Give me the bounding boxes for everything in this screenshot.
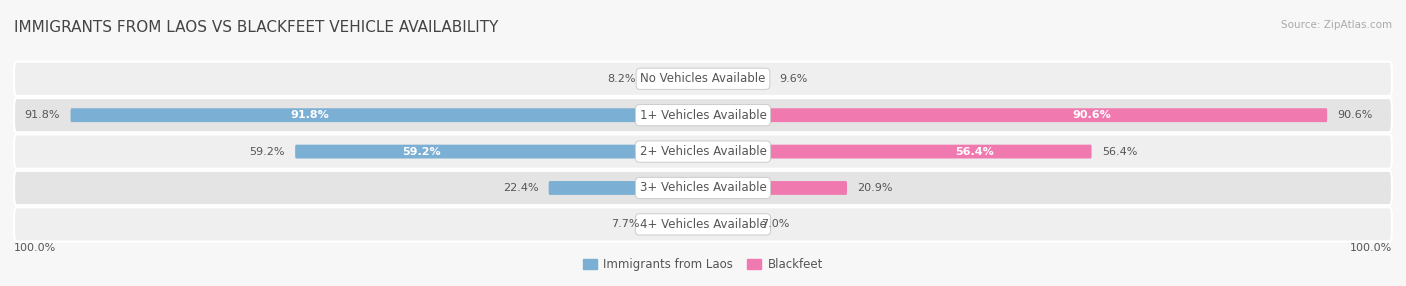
Text: IMMIGRANTS FROM LAOS VS BLACKFEET VEHICLE AVAILABILITY: IMMIGRANTS FROM LAOS VS BLACKFEET VEHICL… xyxy=(14,20,499,35)
FancyBboxPatch shape xyxy=(14,134,1392,169)
FancyBboxPatch shape xyxy=(14,171,1392,205)
Text: 3+ Vehicles Available: 3+ Vehicles Available xyxy=(640,182,766,194)
Text: 1+ Vehicles Available: 1+ Vehicles Available xyxy=(640,109,766,122)
Text: 20.9%: 20.9% xyxy=(858,183,893,193)
Text: 7.7%: 7.7% xyxy=(612,219,640,229)
Text: 59.2%: 59.2% xyxy=(402,147,441,156)
FancyBboxPatch shape xyxy=(14,98,1392,132)
FancyBboxPatch shape xyxy=(548,181,703,195)
Text: 90.6%: 90.6% xyxy=(1337,110,1372,120)
Text: 90.6%: 90.6% xyxy=(1073,110,1112,120)
Text: 100.0%: 100.0% xyxy=(14,243,56,253)
FancyBboxPatch shape xyxy=(703,72,769,86)
FancyBboxPatch shape xyxy=(14,207,1392,241)
Text: 7.0%: 7.0% xyxy=(762,219,790,229)
Text: 59.2%: 59.2% xyxy=(249,147,285,156)
FancyBboxPatch shape xyxy=(703,217,751,231)
Text: 8.2%: 8.2% xyxy=(607,74,636,84)
FancyBboxPatch shape xyxy=(703,181,846,195)
Text: 56.4%: 56.4% xyxy=(955,147,994,156)
Text: 4+ Vehicles Available: 4+ Vehicles Available xyxy=(640,218,766,231)
Text: 56.4%: 56.4% xyxy=(1102,147,1137,156)
FancyBboxPatch shape xyxy=(703,145,1091,158)
FancyBboxPatch shape xyxy=(295,145,703,158)
Text: 22.4%: 22.4% xyxy=(503,183,538,193)
FancyBboxPatch shape xyxy=(70,108,703,122)
Text: 9.6%: 9.6% xyxy=(779,74,808,84)
Text: 2+ Vehicles Available: 2+ Vehicles Available xyxy=(640,145,766,158)
FancyBboxPatch shape xyxy=(703,108,1327,122)
Text: 91.8%: 91.8% xyxy=(25,110,60,120)
Text: No Vehicles Available: No Vehicles Available xyxy=(640,72,766,85)
FancyBboxPatch shape xyxy=(14,62,1392,96)
Legend: Immigrants from Laos, Blackfeet: Immigrants from Laos, Blackfeet xyxy=(578,253,828,276)
Text: 100.0%: 100.0% xyxy=(1350,243,1392,253)
FancyBboxPatch shape xyxy=(647,72,703,86)
FancyBboxPatch shape xyxy=(650,217,703,231)
Text: 91.8%: 91.8% xyxy=(290,110,329,120)
Text: Source: ZipAtlas.com: Source: ZipAtlas.com xyxy=(1281,20,1392,30)
